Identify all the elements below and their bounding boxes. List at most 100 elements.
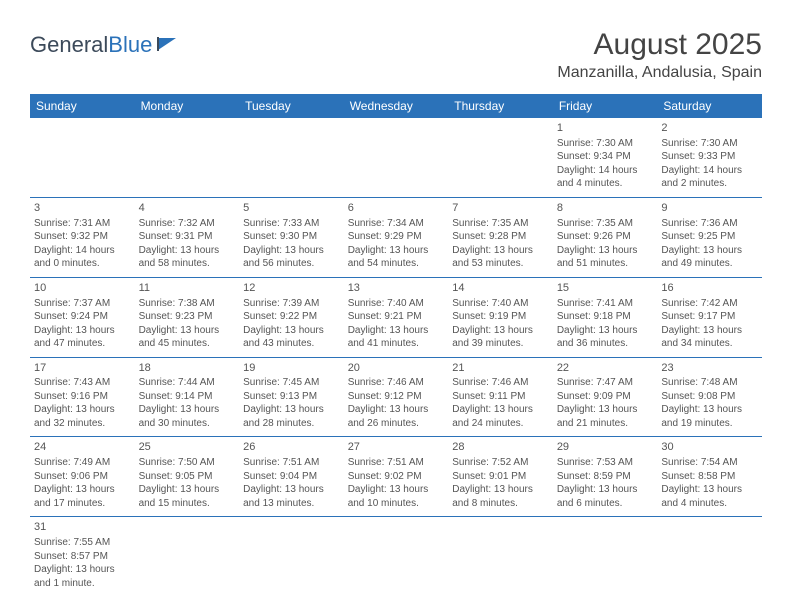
day-cell: 13Sunrise: 7:40 AMSunset: 9:21 PMDayligh… [344,277,449,357]
sunset-text: Sunset: 9:30 PM [243,230,340,244]
sunset-text: Sunset: 9:04 PM [243,470,340,484]
daylight-text: and 54 minutes. [348,257,445,271]
day-number: 28 [452,440,549,455]
sunrise-text: Sunrise: 7:42 AM [661,297,758,311]
day-number: 10 [34,281,131,296]
daylight-text: Daylight: 13 hours [34,403,131,417]
day-cell: 10Sunrise: 7:37 AMSunset: 9:24 PMDayligh… [30,277,135,357]
sunrise-text: Sunrise: 7:31 AM [34,217,131,231]
daylight-text: and 6 minutes. [557,497,654,511]
day-cell [553,517,658,596]
day-number: 12 [243,281,340,296]
day-number: 19 [243,361,340,376]
daylight-text: and 1 minute. [34,577,131,591]
day-cell: 5Sunrise: 7:33 AMSunset: 9:30 PMDaylight… [239,197,344,277]
daylight-text: and 30 minutes. [139,417,236,431]
daylight-text: Daylight: 14 hours [557,164,654,178]
sunrise-text: Sunrise: 7:53 AM [557,456,654,470]
daylight-text: and 32 minutes. [34,417,131,431]
daylight-text: Daylight: 13 hours [243,403,340,417]
daylight-text: Daylight: 13 hours [557,244,654,258]
daylight-text: Daylight: 13 hours [34,324,131,338]
daylight-text: Daylight: 13 hours [34,483,131,497]
sunrise-text: Sunrise: 7:34 AM [348,217,445,231]
daylight-text: and 39 minutes. [452,337,549,351]
day-number: 17 [34,361,131,376]
day-number: 21 [452,361,549,376]
calendar-body: 1Sunrise: 7:30 AMSunset: 9:34 PMDaylight… [30,118,762,596]
day-cell: 21Sunrise: 7:46 AMSunset: 9:11 PMDayligh… [448,357,553,437]
logo-text-blue: Blue [108,32,152,58]
sunrise-text: Sunrise: 7:48 AM [661,376,758,390]
sunset-text: Sunset: 9:17 PM [661,310,758,324]
day-number: 5 [243,201,340,216]
daylight-text: Daylight: 13 hours [139,244,236,258]
daylight-text: and 17 minutes. [34,497,131,511]
day-number: 13 [348,281,445,296]
daylight-text: Daylight: 13 hours [452,483,549,497]
sunrise-text: Sunrise: 7:39 AM [243,297,340,311]
day-number: 8 [557,201,654,216]
day-number: 27 [348,440,445,455]
sunrise-text: Sunrise: 7:41 AM [557,297,654,311]
sunrise-text: Sunrise: 7:52 AM [452,456,549,470]
daylight-text: and 56 minutes. [243,257,340,271]
day-cell: 31Sunrise: 7:55 AMSunset: 8:57 PMDayligh… [30,517,135,596]
day-number: 1 [557,121,654,136]
day-number: 20 [348,361,445,376]
sunrise-text: Sunrise: 7:37 AM [34,297,131,311]
day-header: Thursday [448,94,553,118]
sunset-text: Sunset: 9:34 PM [557,150,654,164]
day-cell: 15Sunrise: 7:41 AMSunset: 9:18 PMDayligh… [553,277,658,357]
day-header-row: Sunday Monday Tuesday Wednesday Thursday… [30,94,762,118]
sunset-text: Sunset: 9:32 PM [34,230,131,244]
day-number: 2 [661,121,758,136]
day-cell: 16Sunrise: 7:42 AMSunset: 9:17 PMDayligh… [657,277,762,357]
daylight-text: and 45 minutes. [139,337,236,351]
sunrise-text: Sunrise: 7:30 AM [557,137,654,151]
day-header: Friday [553,94,658,118]
sunrise-text: Sunrise: 7:40 AM [452,297,549,311]
sunset-text: Sunset: 9:33 PM [661,150,758,164]
sunrise-text: Sunrise: 7:45 AM [243,376,340,390]
flag-icon [156,36,178,52]
day-cell: 23Sunrise: 7:48 AMSunset: 9:08 PMDayligh… [657,357,762,437]
day-number: 29 [557,440,654,455]
sunset-text: Sunset: 9:12 PM [348,390,445,404]
week-row: 10Sunrise: 7:37 AMSunset: 9:24 PMDayligh… [30,277,762,357]
week-row: 3Sunrise: 7:31 AMSunset: 9:32 PMDaylight… [30,197,762,277]
calendar-page: GeneralBlue August 2025 Manzanilla, Anda… [0,0,792,596]
day-cell: 3Sunrise: 7:31 AMSunset: 9:32 PMDaylight… [30,197,135,277]
day-number: 31 [34,520,131,535]
sunset-text: Sunset: 8:57 PM [34,550,131,564]
day-cell: 6Sunrise: 7:34 AMSunset: 9:29 PMDaylight… [344,197,449,277]
day-number: 22 [557,361,654,376]
day-cell [30,118,135,197]
calendar-table: Sunday Monday Tuesday Wednesday Thursday… [30,94,762,596]
brand-logo: GeneralBlue [30,28,178,58]
day-cell [239,118,344,197]
day-number: 4 [139,201,236,216]
sunset-text: Sunset: 9:22 PM [243,310,340,324]
day-cell [135,517,240,596]
sunset-text: Sunset: 9:13 PM [243,390,340,404]
day-cell [135,118,240,197]
location-subtitle: Manzanilla, Andalusia, Spain [557,64,762,82]
sunrise-text: Sunrise: 7:44 AM [139,376,236,390]
daylight-text: and 21 minutes. [557,417,654,431]
sunrise-text: Sunrise: 7:43 AM [34,376,131,390]
day-number: 23 [661,361,758,376]
day-header: Saturday [657,94,762,118]
sunrise-text: Sunrise: 7:30 AM [661,137,758,151]
daylight-text: Daylight: 13 hours [348,244,445,258]
day-cell: 8Sunrise: 7:35 AMSunset: 9:26 PMDaylight… [553,197,658,277]
sunrise-text: Sunrise: 7:33 AM [243,217,340,231]
daylight-text: and 26 minutes. [348,417,445,431]
sunset-text: Sunset: 9:19 PM [452,310,549,324]
daylight-text: and 19 minutes. [661,417,758,431]
daylight-text: and 36 minutes. [557,337,654,351]
day-number: 18 [139,361,236,376]
day-cell: 19Sunrise: 7:45 AMSunset: 9:13 PMDayligh… [239,357,344,437]
sunset-text: Sunset: 9:21 PM [348,310,445,324]
daylight-text: Daylight: 13 hours [452,403,549,417]
